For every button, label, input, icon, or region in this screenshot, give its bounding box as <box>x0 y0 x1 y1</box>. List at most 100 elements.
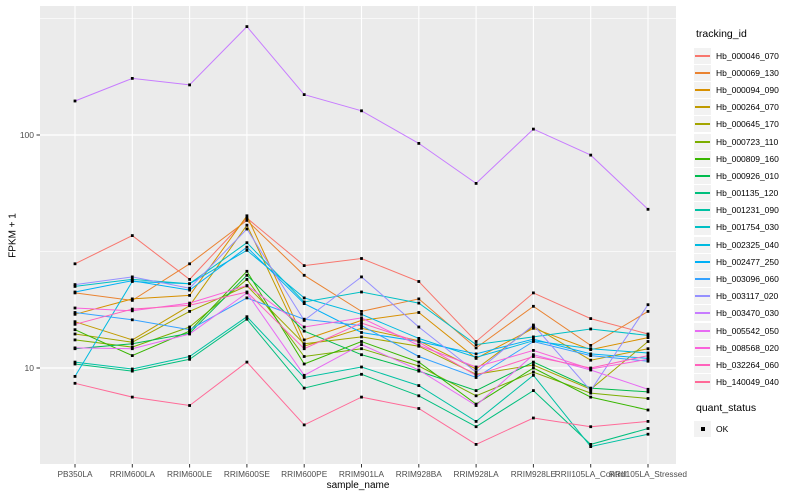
legend-label: Hb_000723_110 <box>716 136 779 147</box>
data-point <box>360 347 363 351</box>
data-point <box>474 443 478 446</box>
data-point <box>474 340 478 343</box>
legend-label: Hb_003470_030 <box>716 308 779 319</box>
data-point <box>130 347 134 351</box>
legend-item: Hb_001754_030 <box>694 219 800 236</box>
data-point <box>360 312 363 316</box>
legend-key-line-icon <box>695 295 710 298</box>
data-point <box>646 334 650 337</box>
legend-item: Hb_005542_050 <box>694 322 800 339</box>
data-point <box>532 363 535 367</box>
legend-label: Hb_000809_160 <box>716 153 779 164</box>
data-point <box>474 367 478 371</box>
legend-item: Hb_001135_120 <box>694 185 800 202</box>
data-point <box>302 325 306 329</box>
data-point <box>417 337 421 340</box>
data-point <box>474 420 478 423</box>
legend-item: Hb_000926_010 <box>694 167 800 184</box>
legend-item: Hb_000723_110 <box>694 133 800 150</box>
data-point <box>302 273 306 277</box>
data-point <box>646 359 650 363</box>
data-point <box>532 323 535 327</box>
data-point <box>188 83 191 87</box>
data-point <box>73 362 77 366</box>
legend-key <box>694 150 711 167</box>
data-point <box>302 329 306 333</box>
legend-key <box>694 167 711 184</box>
data-point <box>130 367 134 371</box>
data-point <box>245 216 249 220</box>
legend-key-line-icon <box>695 106 710 109</box>
legend-key-line-icon <box>695 226 710 229</box>
data-point <box>302 93 306 96</box>
data-point <box>130 342 134 346</box>
data-point <box>302 302 306 305</box>
data-point <box>646 207 650 211</box>
data-point <box>474 346 478 350</box>
legend-label: Hb_000645_170 <box>716 119 779 130</box>
data-point <box>360 353 363 357</box>
legend-key <box>694 322 711 339</box>
legend-key-line-icon <box>695 363 710 366</box>
legend: tracking_id Hb_000046_070 Hb_000069_130 Hb… <box>694 28 800 438</box>
data-point <box>532 340 535 343</box>
data-point <box>474 373 478 377</box>
legend-key-line-icon <box>695 157 710 160</box>
data-point <box>532 355 535 358</box>
legend-label: Hb_000069_130 <box>716 67 779 78</box>
data-point <box>360 290 363 294</box>
data-point <box>589 344 593 347</box>
data-point <box>245 248 249 252</box>
legend-label: Hb_000046_070 <box>716 50 779 61</box>
data-point <box>589 354 593 357</box>
legend-title-tracking-id: tracking_id <box>696 28 747 40</box>
data-point <box>646 310 650 313</box>
x-tick-label: RRIM928LA <box>453 469 499 479</box>
data-point <box>73 346 77 350</box>
legend-key-line-icon <box>695 140 710 143</box>
data-point <box>130 354 134 357</box>
data-point <box>417 340 421 344</box>
legend-key-line-icon <box>695 174 710 177</box>
legend-key <box>694 116 711 133</box>
data-point <box>245 241 249 245</box>
x-tick-label: RRII105LA_Control <box>555 469 627 479</box>
legend-item: Hb_000264_070 <box>694 99 800 116</box>
data-point <box>589 153 593 157</box>
data-point <box>245 296 249 300</box>
data-point <box>646 354 650 357</box>
legend-item: Hb_008568_020 <box>694 339 800 356</box>
data-point <box>646 420 650 423</box>
legend-key-line-icon <box>695 381 710 384</box>
legend-title-quant-status: quant_status <box>696 401 757 414</box>
data-point <box>532 337 535 341</box>
data-point <box>646 336 650 339</box>
data-point <box>360 331 363 334</box>
data-point <box>646 427 650 430</box>
data-point <box>646 340 650 343</box>
data-point <box>245 227 249 231</box>
legend-item: Hb_003096_060 <box>694 270 800 288</box>
data-point <box>302 347 306 351</box>
x-tick-label: RRIM928BA <box>396 469 443 479</box>
data-point <box>589 358 593 362</box>
legend-item-list: Hb_000046_070 Hb_000069_130 Hb_000094_090 H… <box>694 47 800 391</box>
data-point <box>188 404 191 407</box>
y-tick-label: 100 <box>20 130 34 140</box>
data-point <box>532 389 535 392</box>
data-point <box>73 312 77 316</box>
data-point <box>589 317 593 320</box>
legend-item: Hb_000645_170 <box>694 116 800 133</box>
data-point <box>532 370 535 374</box>
legend-item: Hb_003117_020 <box>694 288 800 305</box>
legend-item: Hb_000046_070 <box>694 47 800 64</box>
data-point <box>646 432 650 436</box>
data-point <box>302 338 306 342</box>
data-point <box>589 391 593 395</box>
data-point <box>532 360 535 364</box>
legend-item: Hb_032264_060 <box>694 356 800 373</box>
data-point <box>474 376 478 379</box>
data-point <box>73 320 77 324</box>
data-point <box>646 351 650 355</box>
data-point <box>130 234 134 237</box>
